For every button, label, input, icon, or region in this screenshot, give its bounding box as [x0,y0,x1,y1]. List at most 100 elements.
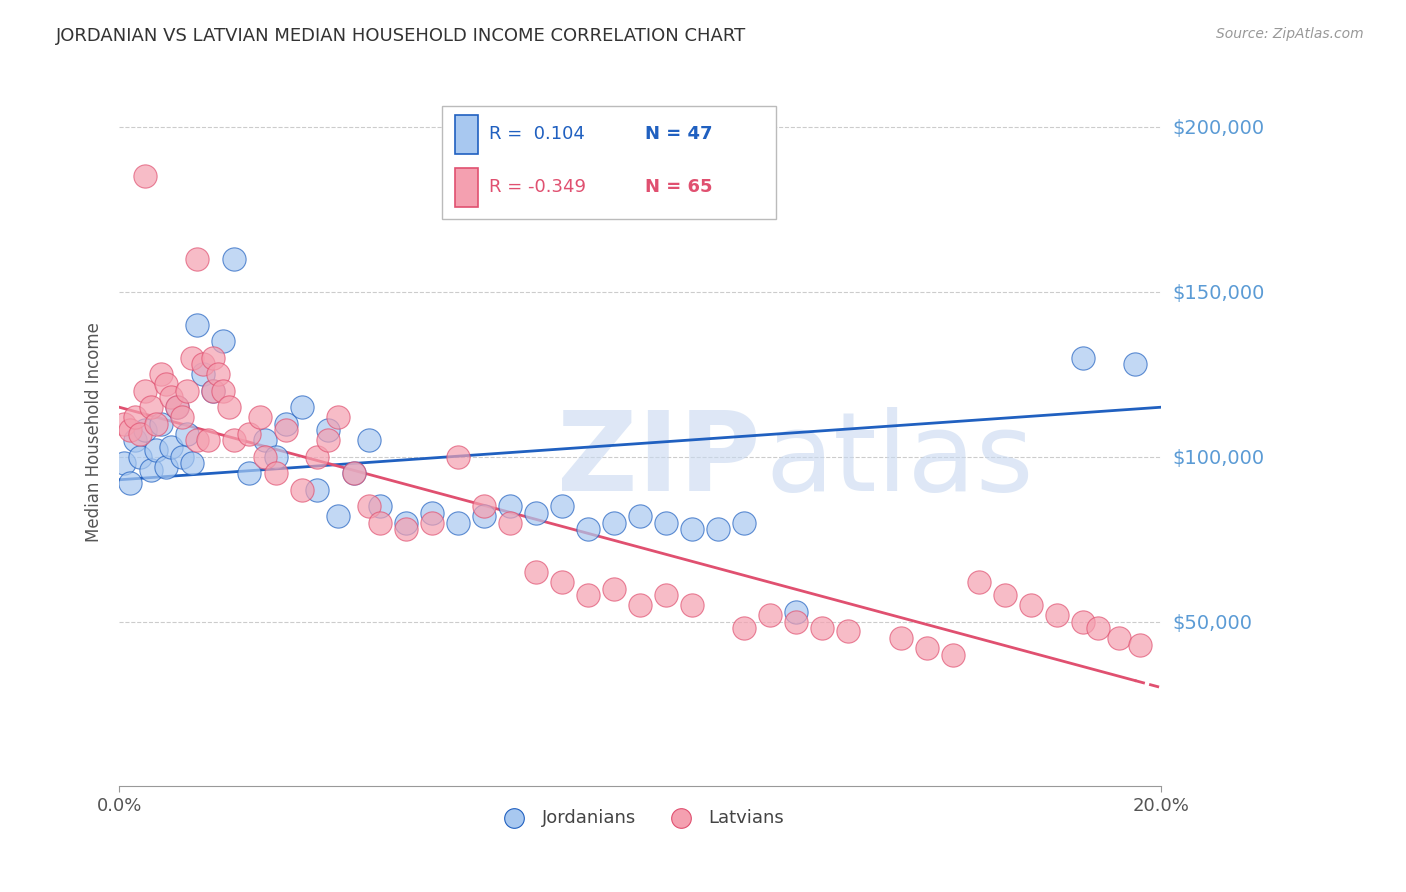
Point [264,450,287,464]
Point [124,410,146,425]
Point [166,401,188,415]
Text: atlas: atlas [765,407,1033,514]
Point [170,410,193,425]
Point [785,615,807,629]
Legend: Jordanians, Latvians: Jordanians, Latvians [489,802,792,834]
Point [1046,607,1069,622]
Point [915,640,938,655]
Point [155,459,177,474]
Point [395,516,418,530]
Point [118,423,141,437]
Point [197,434,219,448]
Text: ZIP: ZIP [557,407,761,514]
Point [191,368,214,382]
Point [681,522,703,536]
Point [129,450,152,464]
Point [134,169,156,184]
Point [1129,638,1152,652]
Point [1108,631,1130,645]
Point [395,522,418,536]
Point [155,377,177,392]
Point [202,384,225,398]
Bar [454,168,478,207]
Point [160,390,183,404]
Point [368,516,391,530]
Point [942,648,965,662]
Point [222,252,245,266]
Point [160,440,183,454]
Point [499,516,522,530]
Point [368,499,391,513]
Point [359,434,381,448]
Point [212,384,235,398]
Point [603,516,626,530]
Point [967,574,990,589]
Point [1019,598,1042,612]
Point [707,522,730,536]
Point [316,434,339,448]
Point [290,401,312,415]
Point [264,466,287,480]
Point [249,410,271,425]
Point [472,499,495,513]
Point [472,509,495,524]
Point [628,598,651,612]
Point [576,588,599,602]
Point [149,417,172,431]
Point [551,574,574,589]
Point [149,368,172,382]
Point [191,357,214,371]
Point [139,401,162,415]
Point [603,582,626,596]
Point [524,565,547,579]
Point [118,476,141,491]
Point [145,443,167,458]
Point [1087,621,1109,635]
Point [134,423,156,437]
Text: N = 47: N = 47 [645,125,713,143]
Point [186,318,208,332]
Text: R = -0.349: R = -0.349 [489,178,586,196]
Point [212,334,235,349]
Text: Source: ZipAtlas.com: Source: ZipAtlas.com [1216,27,1364,41]
Point [1071,615,1094,629]
Point [343,466,366,480]
Point [202,351,225,365]
Point [114,456,136,470]
Point [447,450,470,464]
Point [655,516,678,530]
Point [447,516,470,530]
Point [176,384,198,398]
Point [837,624,859,639]
Text: JORDANIAN VS LATVIAN MEDIAN HOUSEHOLD INCOME CORRELATION CHART: JORDANIAN VS LATVIAN MEDIAN HOUSEHOLD IN… [56,27,747,45]
Point [222,434,245,448]
Point [994,588,1017,602]
Point [207,368,229,382]
Point [785,605,807,619]
Point [655,588,678,602]
Point [254,450,277,464]
Point [166,401,188,415]
Point [134,384,156,398]
Point [890,631,912,645]
Point [181,351,204,365]
Point [176,426,198,441]
Point [238,426,260,441]
Point [114,417,136,431]
Point [811,621,834,635]
Point [499,499,522,513]
Point [733,516,755,530]
Point [254,434,277,448]
Point [420,516,443,530]
Point [290,483,312,497]
Point [316,423,339,437]
Point [218,401,240,415]
Point [186,434,208,448]
Point [359,499,381,513]
Point [181,456,204,470]
Y-axis label: Median Household Income: Median Household Income [86,322,103,542]
Point [551,499,574,513]
Point [129,426,152,441]
Point [170,450,193,464]
Point [274,417,297,431]
